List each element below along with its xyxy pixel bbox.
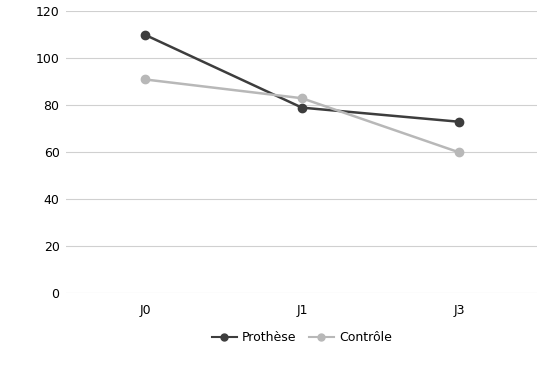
Line: Contrôle: Contrôle (141, 75, 463, 156)
Prothèse (142, 33, 148, 37)
Prothèse (299, 105, 305, 110)
Contrôle (299, 96, 305, 100)
Contrôle (455, 150, 462, 155)
Contrôle (142, 77, 148, 82)
Line: Prothèse: Prothèse (141, 30, 463, 126)
Legend: Prothèse, Contrôle: Prothèse, Contrôle (207, 326, 397, 349)
Prothèse (455, 120, 462, 124)
